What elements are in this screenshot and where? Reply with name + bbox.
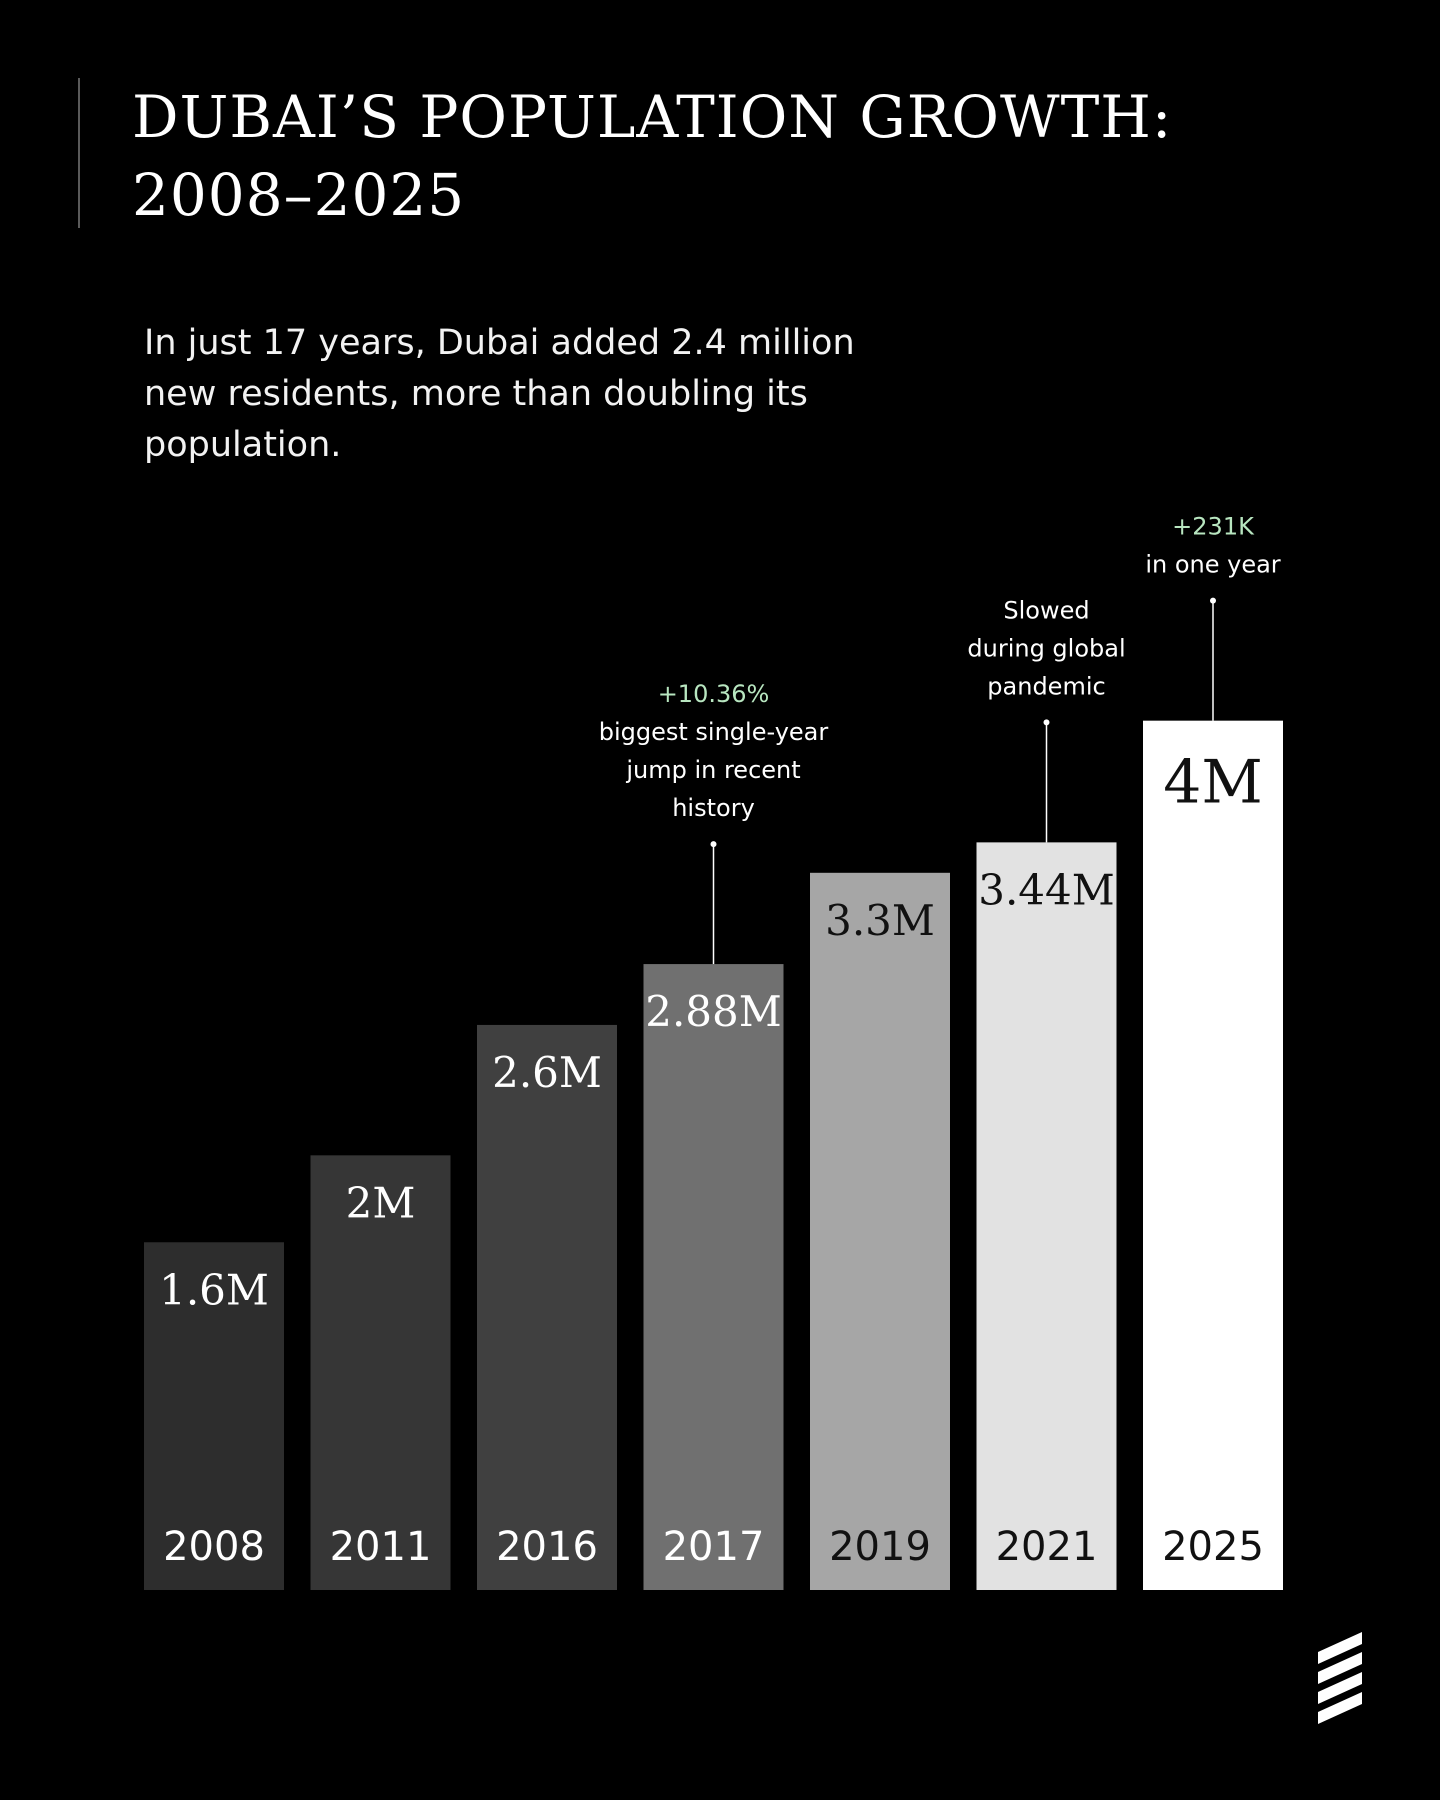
bar-category-label: 2017 bbox=[663, 1524, 765, 1570]
title-line-2: 2008–2025 bbox=[132, 161, 466, 229]
bar-2025 bbox=[1143, 720, 1283, 1590]
bar-category-label: 2025 bbox=[1162, 1524, 1264, 1570]
bar-2011 bbox=[310, 1155, 451, 1590]
bar-value-label: 2.6M bbox=[492, 1048, 602, 1097]
chart-subtitle: In just 17 years, Dubai added 2.4 millio… bbox=[144, 323, 855, 465]
annotation-highlight: +231K bbox=[1172, 513, 1255, 541]
annotation-text: history bbox=[672, 794, 755, 822]
bar-value-label: 4M bbox=[1163, 748, 1263, 818]
annotation-highlight: +10.36% bbox=[658, 680, 770, 708]
bar-2017 bbox=[643, 964, 784, 1590]
bar-2019 bbox=[810, 872, 950, 1590]
bar-value-label: 3.44M bbox=[978, 865, 1115, 914]
bar-2008 bbox=[144, 1242, 284, 1590]
annotation-text: in one year bbox=[1145, 551, 1280, 579]
annotation-leader-dot bbox=[710, 841, 717, 848]
bar-category-label: 2019 bbox=[829, 1524, 931, 1570]
annotation-leader-dot bbox=[1043, 719, 1050, 726]
bar-2021 bbox=[976, 842, 1117, 1590]
annotation-text: during global bbox=[967, 634, 1125, 662]
title-line-1: DUBAI’S POPULATION GROWTH: bbox=[132, 83, 1173, 151]
annotation-text: Slowed bbox=[1003, 596, 1089, 624]
bar-value-label: 1.6M bbox=[159, 1265, 269, 1314]
bar-value-label: 2.88M bbox=[645, 987, 782, 1036]
bar-2016 bbox=[477, 1024, 617, 1590]
bar-category-label: 2011 bbox=[330, 1524, 432, 1570]
bar-category-label: 2016 bbox=[496, 1524, 598, 1570]
annotation-text: pandemic bbox=[987, 672, 1105, 700]
stacked-slashes-logo-icon bbox=[1318, 1632, 1362, 1724]
bar-value-label: 3.3M bbox=[825, 896, 935, 945]
annotation-text: biggest single-year bbox=[599, 718, 829, 746]
bar-value-label: 2M bbox=[346, 1178, 416, 1227]
annotation-text: jump in recent bbox=[625, 756, 800, 784]
bar-category-label: 2021 bbox=[996, 1524, 1098, 1570]
title-accent-rule bbox=[78, 78, 80, 228]
bar-category-label: 2008 bbox=[163, 1524, 265, 1570]
page-title: DUBAI’S POPULATION GROWTH: 2008–2025 bbox=[132, 78, 1172, 234]
annotation-leader-dot bbox=[1210, 597, 1216, 604]
